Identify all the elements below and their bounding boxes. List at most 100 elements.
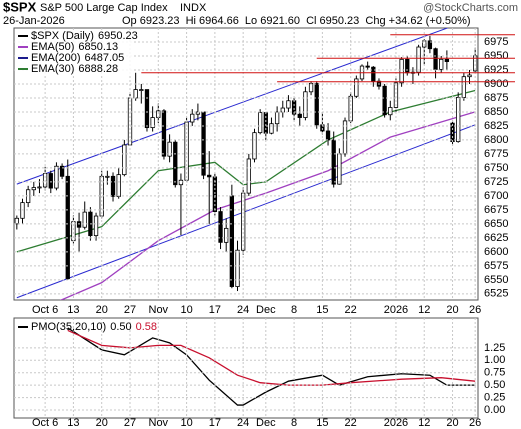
plot-area: [67, 327, 476, 406]
legend-label: $SPX (Daily): [31, 30, 94, 42]
y-tick-label: 0.75: [484, 367, 505, 379]
candle-body: [274, 111, 280, 125]
legend-value: 0.58: [136, 321, 157, 333]
price-frame: [13, 27, 479, 301]
candle-body: [173, 141, 178, 186]
candle-body: [314, 83, 319, 126]
y-tick-label: 6675: [484, 204, 508, 216]
candle-body: [257, 112, 263, 134]
candle-body: [14, 217, 19, 225]
y-tick-label: 6775: [484, 148, 508, 160]
x-tick-label: 12: [418, 304, 430, 316]
y-tick-label: 6925: [484, 64, 508, 76]
candle-body: [416, 46, 421, 73]
y-tick-label: 0.00: [484, 404, 505, 416]
candle-body: [325, 130, 331, 141]
x-tick-label: 26: [469, 304, 481, 316]
candle-body: [116, 174, 121, 197]
x-tick-label: 22: [345, 417, 357, 429]
candle-body: [144, 89, 150, 129]
y-tick-label: 6700: [484, 190, 508, 202]
y-tick-label: 6975: [484, 36, 508, 48]
x-tick-label: 8: [291, 417, 297, 429]
x-tick-label: 13: [67, 417, 79, 429]
y-tick-label: 6900: [484, 78, 508, 90]
x-tick-label: 24: [237, 417, 249, 429]
x-tick-label: 17: [209, 304, 221, 316]
y-tick-label: 6525: [484, 288, 508, 300]
y-tick-label: 6625: [484, 232, 508, 244]
symbol: $SPX: [3, 0, 37, 14]
y-tick-label: 6600: [484, 246, 508, 258]
series-line: [67, 327, 476, 406]
x-tick-label: Nov: [149, 304, 169, 316]
series-line: [16, 89, 476, 253]
y-tick-label: 6650: [484, 218, 508, 230]
candle-body: [178, 179, 184, 186]
y-tick-label: 6550: [484, 274, 508, 286]
candle-body: [297, 113, 302, 118]
source: @StockCharts.com: [423, 2, 518, 14]
candle-body: [427, 40, 433, 50]
trend-line: [16, 28, 449, 185]
trend-line: [16, 124, 476, 299]
candle-body: [246, 158, 251, 194]
candle-body: [337, 153, 342, 185]
legend-box: [15, 30, 133, 76]
candle-body: [76, 221, 82, 228]
y-tick-label: 1.25: [484, 342, 505, 354]
candle-body: [252, 132, 257, 160]
legend-value: 0.50: [110, 321, 131, 333]
candle-body: [224, 227, 229, 243]
legend-label: PMO(35,20,10): [31, 321, 106, 333]
candle-body: [439, 58, 444, 70]
plot-layer: 6525 6550 6575 6600 6625 6650 6675 6700 6725 6750…: [14, 28, 515, 429]
candle-body: [388, 107, 393, 116]
x-tick-label: Oct 6: [32, 304, 58, 316]
candle-body: [110, 175, 116, 197]
x-tick-label: 10: [180, 417, 192, 429]
candle-body: [308, 83, 314, 93]
candle-body: [444, 58, 450, 62]
candle-body: [122, 144, 127, 176]
candle-body: [280, 107, 285, 113]
quote: Op 6923.23 Hi 6964.66 Lo 6921.60 Cl 6950…: [122, 15, 471, 27]
candle-body: [269, 123, 274, 134]
legend-value: 6888.28: [78, 63, 118, 75]
candle-body: [207, 174, 212, 178]
legend-value: 6950.23: [98, 30, 138, 42]
candle-body: [456, 96, 461, 143]
x-tick-label: 10: [180, 304, 192, 316]
candle-body: [139, 89, 144, 91]
candle-body: [105, 175, 110, 178]
candle-body: [59, 165, 65, 177]
legend-label: EMA(200): [31, 52, 81, 64]
legend-value: 6850.13: [78, 41, 118, 53]
candle-body: [82, 211, 87, 228]
candle-body: [461, 76, 467, 98]
x-tick-label: Dec: [256, 304, 276, 316]
x-tick-label: 17: [209, 417, 221, 429]
y-tick-label: 0.50: [484, 379, 505, 391]
y-tick-label: 6575: [484, 260, 508, 272]
x-tick-label: 8: [291, 304, 297, 316]
candle-body: [371, 66, 376, 82]
candle-body: [393, 82, 399, 108]
candle-body: [433, 48, 438, 70]
candle-body: [382, 85, 387, 116]
x-tick-label: 22: [345, 304, 357, 316]
candle-body: [235, 249, 240, 287]
x-tick-label: Nov: [149, 417, 169, 429]
x-tick-label: 20: [96, 417, 108, 429]
x-tick-label: 15: [316, 304, 328, 316]
candle-body: [65, 175, 70, 280]
candle-body: [263, 112, 268, 134]
x-tick-label: 27: [124, 304, 136, 316]
series-line: [59, 111, 476, 300]
x-tick-label: Oct 6: [32, 417, 58, 429]
candle-body: [150, 117, 155, 129]
candle-body: [399, 58, 404, 84]
legend-value: 6487.05: [85, 52, 125, 64]
pmo-frame: [13, 317, 479, 419]
